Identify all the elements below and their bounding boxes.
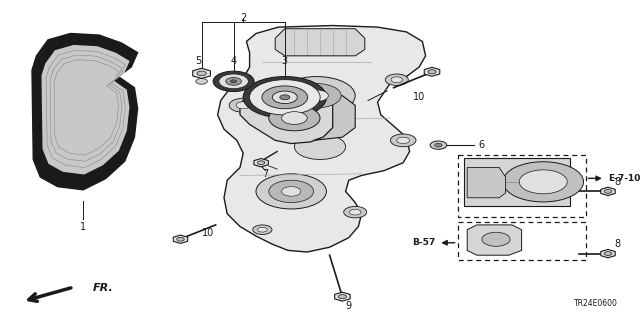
Polygon shape xyxy=(218,26,426,252)
Text: 7: 7 xyxy=(262,169,269,179)
Bar xyxy=(464,158,570,206)
Circle shape xyxy=(273,91,298,103)
Circle shape xyxy=(604,189,612,193)
Text: 9: 9 xyxy=(346,301,352,311)
Circle shape xyxy=(177,237,184,241)
Circle shape xyxy=(269,180,314,203)
Circle shape xyxy=(219,74,248,89)
Circle shape xyxy=(391,77,403,83)
Polygon shape xyxy=(467,225,522,255)
Text: 10: 10 xyxy=(202,228,214,238)
Circle shape xyxy=(339,295,346,299)
Polygon shape xyxy=(275,29,365,56)
Circle shape xyxy=(503,162,584,202)
Polygon shape xyxy=(335,292,350,301)
Circle shape xyxy=(196,78,207,84)
Circle shape xyxy=(226,78,241,85)
Text: 5: 5 xyxy=(195,56,202,66)
Bar xyxy=(458,222,586,260)
Polygon shape xyxy=(424,67,440,76)
Circle shape xyxy=(430,141,447,149)
Circle shape xyxy=(213,71,254,92)
Circle shape xyxy=(282,187,301,196)
Text: 8: 8 xyxy=(614,177,621,187)
Circle shape xyxy=(262,86,308,109)
Circle shape xyxy=(397,137,410,144)
Circle shape xyxy=(519,170,567,194)
Polygon shape xyxy=(601,187,615,196)
Circle shape xyxy=(385,74,408,85)
Text: 10: 10 xyxy=(413,92,425,102)
Circle shape xyxy=(435,143,442,147)
Text: E-7-10: E-7-10 xyxy=(608,174,640,183)
Circle shape xyxy=(229,98,257,112)
Circle shape xyxy=(428,70,436,74)
Circle shape xyxy=(257,227,268,232)
Text: 1: 1 xyxy=(80,222,86,232)
Circle shape xyxy=(349,209,361,215)
Circle shape xyxy=(305,90,328,101)
Polygon shape xyxy=(601,249,615,258)
Text: 3: 3 xyxy=(282,56,288,66)
Text: B-57: B-57 xyxy=(412,238,435,247)
Circle shape xyxy=(250,80,320,115)
Circle shape xyxy=(256,174,326,209)
Text: FR.: FR. xyxy=(93,283,113,293)
Polygon shape xyxy=(32,33,138,190)
Circle shape xyxy=(390,134,416,147)
Text: 6: 6 xyxy=(479,140,485,150)
Circle shape xyxy=(282,112,307,124)
Circle shape xyxy=(294,134,346,160)
Polygon shape xyxy=(193,68,211,78)
Text: 4: 4 xyxy=(230,56,237,66)
Bar xyxy=(458,155,586,217)
Polygon shape xyxy=(254,159,268,167)
Polygon shape xyxy=(314,96,355,140)
Text: 8: 8 xyxy=(614,239,621,249)
Circle shape xyxy=(243,77,326,118)
Polygon shape xyxy=(173,235,188,243)
Circle shape xyxy=(253,225,272,234)
Text: TR24E0600: TR24E0600 xyxy=(573,299,618,308)
Polygon shape xyxy=(240,91,333,144)
Circle shape xyxy=(197,71,206,76)
Circle shape xyxy=(269,105,320,131)
Text: 2: 2 xyxy=(240,13,246,23)
Circle shape xyxy=(257,161,265,165)
Circle shape xyxy=(344,206,367,218)
Circle shape xyxy=(278,77,355,115)
Polygon shape xyxy=(467,167,506,198)
Circle shape xyxy=(230,80,237,83)
Circle shape xyxy=(482,232,510,246)
Circle shape xyxy=(292,84,341,108)
Polygon shape xyxy=(42,46,129,174)
Circle shape xyxy=(604,252,612,256)
Circle shape xyxy=(280,95,290,100)
Circle shape xyxy=(236,102,250,109)
